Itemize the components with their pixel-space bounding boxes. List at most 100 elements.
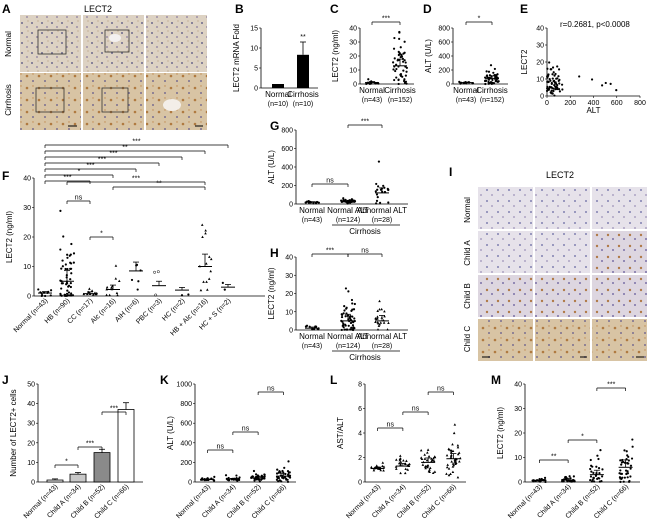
panel-l-point-1-15: [404, 462, 407, 466]
panel-l-point-2-21: [432, 456, 435, 460]
panel-m-point-3-10: [619, 459, 622, 462]
panel-e-point-33: [553, 79, 556, 82]
panel-g-letter: G: [270, 119, 279, 133]
panel-b-cat-1: Cirrhosis: [287, 90, 319, 99]
panel-f-point-7-10: [209, 257, 213, 261]
panel-j-bar-1: [69, 473, 87, 483]
panel-f-bracket-label-4: ***: [86, 163, 94, 170]
panel-l-point-2-1: [425, 458, 429, 462]
panel-m-point-2-22: [597, 467, 601, 470]
panel-m-point-3-38: [631, 445, 634, 448]
panel-k-point-3-8: [284, 477, 288, 480]
panel-c-point-1-29: [397, 78, 400, 81]
panel-j-ytick-label-3: 30: [27, 421, 35, 428]
panel-b-ytick-label-3: 15: [250, 26, 258, 33]
panel-g-ytick-label-3: 600: [281, 146, 293, 153]
panel-e-ytick-label-3: 30: [536, 43, 544, 50]
panel-e-point-2: [557, 75, 560, 78]
panel-f-point-1-42: [67, 291, 71, 294]
panel-d-point-1-14: [493, 67, 496, 71]
panel-c-point-1-19: [399, 55, 402, 59]
panel-e-point-55: [550, 82, 553, 85]
panel-f-point-1-43: [69, 282, 72, 285]
panel-l-point-3-4: [458, 460, 461, 463]
panel-l-point-1-16: [399, 457, 402, 460]
panel-j-bar-0: [46, 479, 64, 483]
panel-h-point-1-10: [349, 328, 352, 331]
panel-f-point-4-2: [137, 280, 140, 283]
panel-e-point-24: [554, 72, 557, 76]
panel-f-point-0-11: [44, 294, 47, 298]
panel-m-point-0-19: [543, 476, 547, 479]
panel-e-point-13: [553, 94, 556, 97]
panel-e-point-7: [548, 61, 551, 64]
panel-l-point-2-25: [419, 456, 423, 459]
panel-f-point-7-2: [201, 235, 204, 238]
panel-j-bracket-label-2: ***: [110, 406, 118, 413]
panel-e-point-11: [551, 66, 555, 69]
panel-e-point-48: [549, 79, 552, 82]
panel-k-bracket-label-0: ns: [217, 444, 225, 451]
panel-k-point-1-13: [235, 474, 238, 477]
panel-h-point-1-49: [351, 308, 354, 311]
panel-h-point-2-2: [377, 324, 381, 327]
panel-g-point-2-5: [377, 185, 380, 188]
panel-d-cat-1: Cirrhosis: [476, 86, 508, 95]
panel-f-point-1-3: [70, 272, 73, 275]
panel-j-ytick-label-5: 50: [27, 382, 35, 389]
panel-h-point-1-1: [353, 317, 356, 320]
panel-b-ytick-label-1: 5: [254, 66, 258, 73]
panel-d-cat-0: Normal: [453, 86, 479, 95]
panel-h-cat-1: Normal ALT: [327, 332, 369, 341]
panel-k-bracket-label-1: ns: [242, 426, 250, 433]
panel-k-ytick-label-2: 400: [180, 440, 192, 447]
panel-f-point-3-0: [105, 285, 109, 289]
panel-e-point-39: [555, 85, 558, 89]
panel-d-point-1-44: [488, 81, 492, 85]
panel-g-point-2-16: [387, 201, 390, 204]
panel-m-point-2-6: [596, 454, 599, 457]
panel-i-row-child-c: Child C: [463, 326, 472, 352]
panel-d-point-1-39: [494, 76, 497, 79]
panel-k-point-3-12: [288, 476, 292, 479]
panel-b-cat-n-1: (n=10): [293, 101, 313, 108]
panel-c-ytick-label-2: 20: [349, 54, 357, 61]
panel-l-point-2-18: [426, 448, 430, 451]
panel-j-bar-3: [117, 409, 135, 483]
panel-d-point-1-31: [492, 82, 496, 85]
panel-g-point-1-25: [346, 202, 349, 205]
panel-f-cat-3: Alc (n=16): [90, 297, 118, 325]
panel-j-bracket-label-1: ***: [86, 441, 94, 448]
panel-l-bracket-label-1: ns: [412, 406, 420, 413]
panel-l-point-3-37: [454, 461, 458, 465]
panel-c-point-1-8: [403, 40, 406, 43]
panel-m-point-2-8: [597, 457, 600, 461]
panel-c-point-1-11: [397, 82, 400, 86]
panel-m-point-2-28: [589, 475, 593, 478]
panel-m-ytick-label-3: 30: [514, 406, 522, 413]
panel-h-point-1-35: [351, 315, 354, 318]
panel-e-point-6: [551, 73, 554, 76]
panel-c-point-1-46: [394, 69, 397, 73]
panel-m-point-3-3: [622, 480, 625, 483]
panel-h-ytick-label-4: 40: [285, 255, 293, 262]
panel-g-point-2-12: [374, 190, 377, 193]
panel-e-xtick-label-0: 0: [545, 100, 549, 107]
panel-k-point-3-28: [280, 480, 283, 483]
panel-m-point-3-25: [626, 472, 630, 475]
panel-b-ytick-label-2: 10: [250, 46, 258, 53]
panel-e-point-63: [555, 77, 558, 80]
panel-m-point-3-5: [625, 450, 628, 453]
panel-e-point-69: [546, 87, 549, 90]
panel-e-xtick-label-4: 800: [634, 100, 646, 107]
panel-h-letter: H: [270, 246, 279, 260]
panel-i-row-child-a: Child A: [463, 240, 472, 266]
panel-e-xtick-label-2: 400: [588, 100, 600, 107]
panel-g-point-1-35: [351, 198, 354, 201]
panel-c-point-1-22: [402, 60, 405, 63]
panel-m-point-2-27: [600, 480, 603, 483]
panel-m-point-2-23: [597, 477, 600, 480]
panel-l-point-1-18: [399, 460, 403, 463]
panel-k-point-3-32: [286, 470, 290, 473]
panel-k-point-3-2: [286, 480, 290, 483]
